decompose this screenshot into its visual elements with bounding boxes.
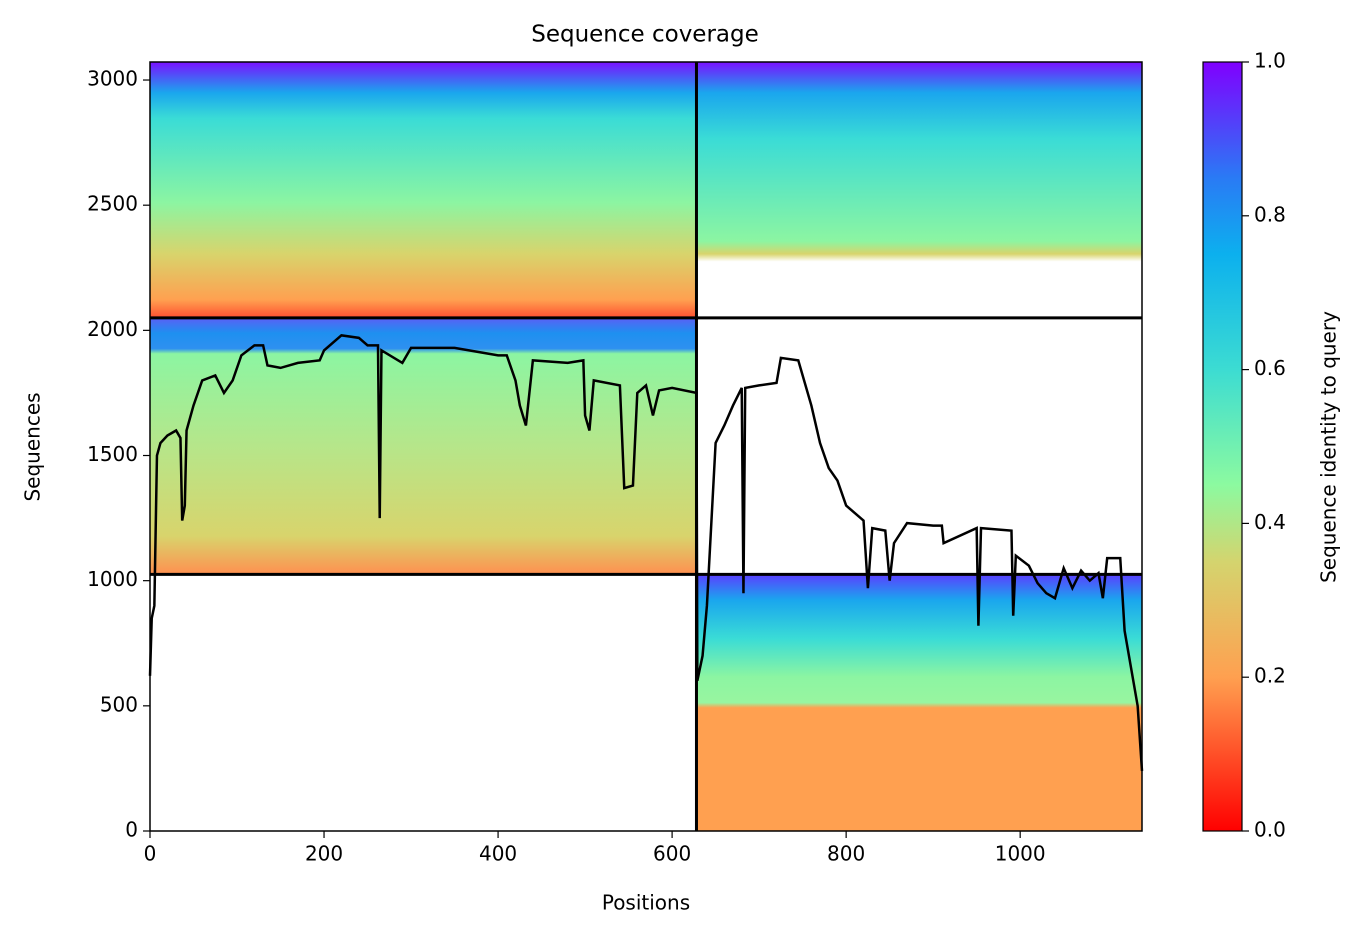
y-tick-label: 2500 xyxy=(87,192,138,216)
y-tick-label: 3000 xyxy=(87,67,138,91)
colorbar-tick-label: 0.4 xyxy=(1254,510,1286,534)
colorbar-tick-label: 0.0 xyxy=(1254,818,1286,842)
x-tick-label: 1000 xyxy=(995,842,1046,866)
coverage-block xyxy=(150,62,697,318)
coverage-block xyxy=(150,317,697,575)
coverage-block xyxy=(696,62,1142,318)
colorbar-tick-label: 0.2 xyxy=(1254,664,1286,688)
x-tick-label: 400 xyxy=(479,842,517,866)
chart-title: Sequence coverage xyxy=(531,22,759,48)
colorbar xyxy=(1202,61,1243,832)
plot-frame xyxy=(149,61,1143,832)
colorbar-label: Sequence identity to query xyxy=(1317,311,1341,583)
y-tick-label: 500 xyxy=(100,692,138,716)
colorbar-tick-label: 0.6 xyxy=(1254,356,1286,380)
coverage-block xyxy=(696,574,1142,831)
y-tick-label: 0 xyxy=(125,818,138,842)
x-tick-label: 800 xyxy=(827,842,865,866)
x-tick-label: 200 xyxy=(305,842,343,866)
y-axis-label: Sequences xyxy=(21,392,45,501)
y-tick-label: 1500 xyxy=(87,442,138,466)
y-tick-label: 1000 xyxy=(87,567,138,591)
colorbar-tick-label: 0.8 xyxy=(1254,202,1286,226)
x-axis-label: Positions xyxy=(602,891,690,915)
y-tick-label: 2000 xyxy=(87,317,138,341)
coverage-line xyxy=(148,334,1144,772)
x-tick-label: 600 xyxy=(653,842,691,866)
colorbar-tick-label: 1.0 xyxy=(1254,49,1286,73)
x-tick-label: 0 xyxy=(144,842,157,866)
